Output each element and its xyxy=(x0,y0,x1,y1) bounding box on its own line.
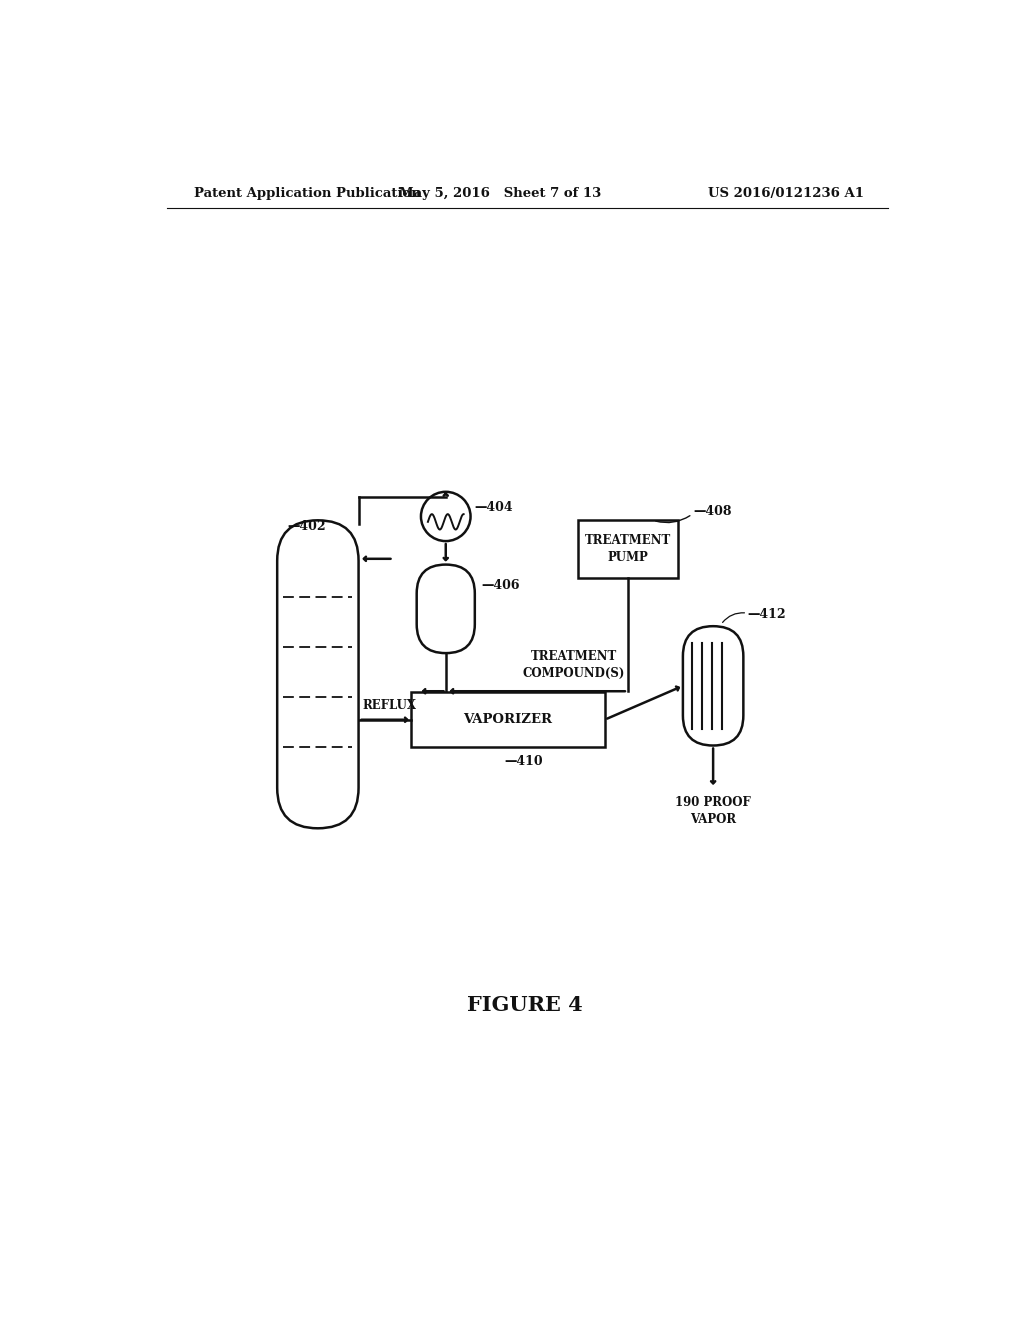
Text: —402: —402 xyxy=(287,520,326,533)
Text: —412: —412 xyxy=(748,609,785,622)
Text: VAPORIZER: VAPORIZER xyxy=(463,713,552,726)
Text: REFLUX: REFLUX xyxy=(362,700,417,711)
Text: FIGURE 4: FIGURE 4 xyxy=(467,995,583,1015)
Text: —406: —406 xyxy=(481,579,519,593)
Text: May 5, 2016   Sheet 7 of 13: May 5, 2016 Sheet 7 of 13 xyxy=(399,186,601,199)
Text: TREATMENT
COMPOUND(S): TREATMENT COMPOUND(S) xyxy=(522,649,625,680)
Text: —404: —404 xyxy=(474,500,513,513)
FancyBboxPatch shape xyxy=(417,565,475,653)
Text: US 2016/0121236 A1: US 2016/0121236 A1 xyxy=(709,186,864,199)
Text: TREATMENT
PUMP: TREATMENT PUMP xyxy=(585,535,671,564)
FancyBboxPatch shape xyxy=(278,520,358,829)
FancyBboxPatch shape xyxy=(683,626,743,746)
Text: Patent Application Publication: Patent Application Publication xyxy=(194,186,421,199)
Circle shape xyxy=(421,492,471,541)
FancyBboxPatch shape xyxy=(411,692,604,747)
Text: —408: —408 xyxy=(693,504,732,517)
Text: —410: —410 xyxy=(504,755,543,768)
Text: 190 PROOF
VAPOR: 190 PROOF VAPOR xyxy=(675,796,751,825)
FancyBboxPatch shape xyxy=(578,520,678,578)
